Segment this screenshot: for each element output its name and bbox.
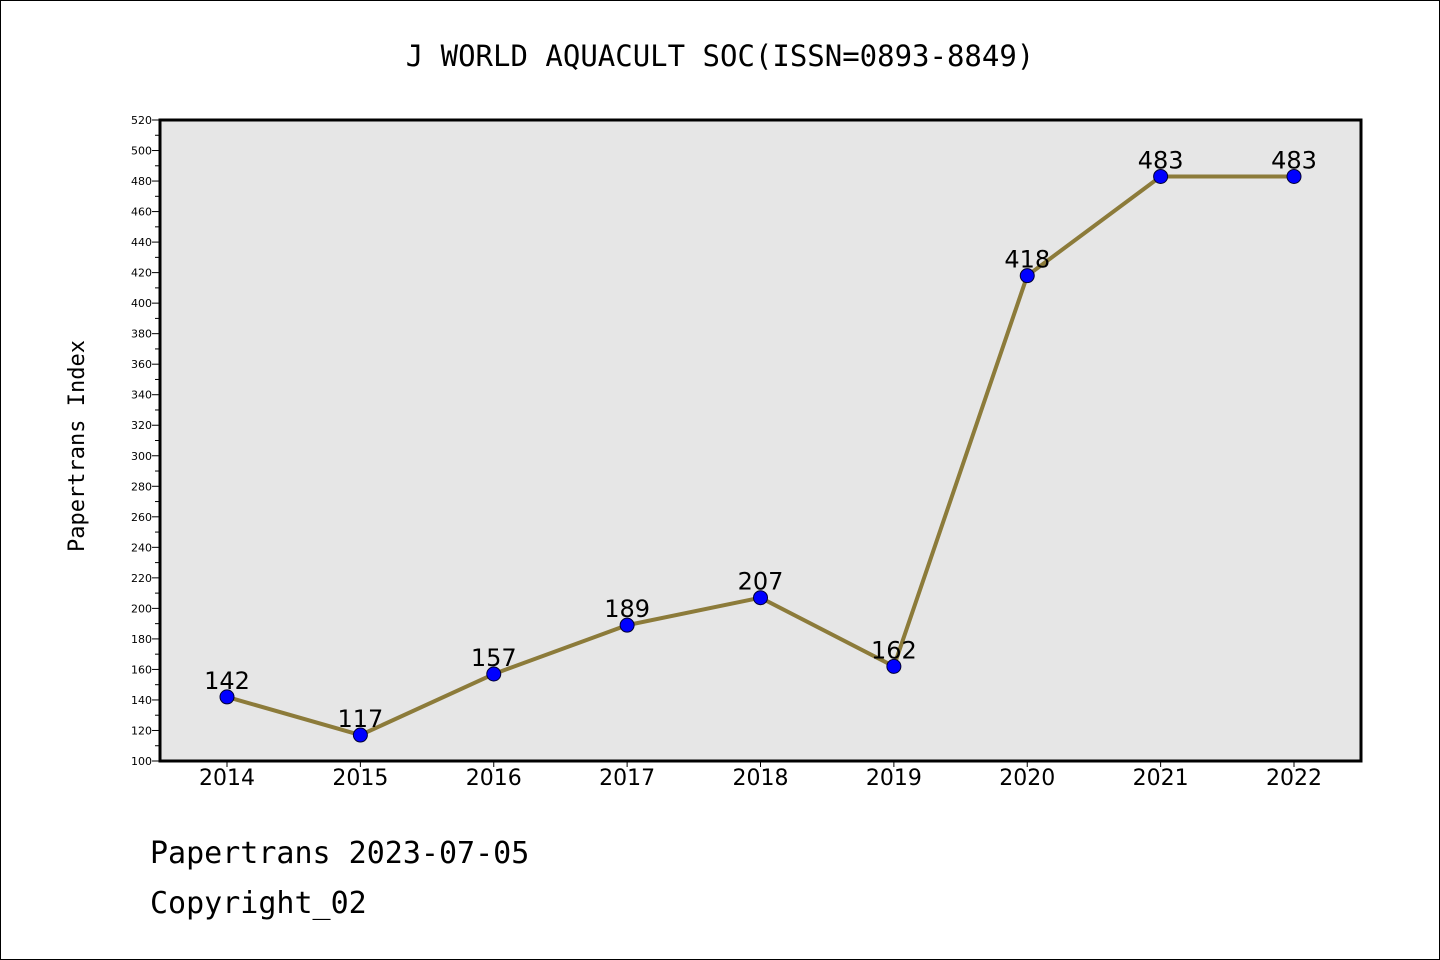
footer-copyright: Copyright_02 (150, 886, 367, 921)
plot-area (158, 118, 1363, 763)
data-point (1019, 268, 1035, 284)
y-tick-label: 180 (131, 633, 152, 646)
y-tick-label: 260 (131, 511, 152, 524)
y-tick-label: 360 (131, 358, 152, 371)
data-label: 162 (871, 636, 917, 664)
x-tick-label: 2015 (332, 766, 388, 791)
data-label: 117 (337, 705, 383, 733)
y-axis: 100 120 140 160 180 200 220 240 260 280 300 320 340 3… (131, 114, 160, 768)
chart-title: J WORLD AQUACULT SOC(ISSN=0893-8849) (406, 39, 1035, 73)
x-tick-label: 2020 (999, 766, 1055, 791)
x-tick-label: 2016 (466, 766, 522, 791)
y-tick-label: 340 (131, 389, 152, 402)
data-label: 483 (1271, 146, 1317, 174)
x-tick-label: 2022 (1266, 766, 1322, 791)
x-tick-label: 2019 (866, 766, 922, 791)
y-tick-label: 300 (131, 450, 152, 463)
x-tick-label: 2021 (1133, 766, 1189, 791)
data-point (486, 666, 502, 682)
y-tick-label: 100 (131, 755, 152, 768)
x-tick-label: 2018 (733, 766, 789, 791)
y-tick-label: 420 (131, 267, 152, 280)
y-tick-label: 520 (131, 114, 152, 127)
y-tick-label: 380 (131, 328, 152, 341)
data-label: 157 (471, 644, 517, 672)
data-point (619, 617, 635, 633)
y-tick-label: 500 (131, 145, 152, 158)
y-tick-label: 120 (131, 724, 152, 737)
data-point (753, 590, 768, 606)
data-label: 142 (204, 667, 250, 695)
y-tick-label: 480 (131, 175, 152, 188)
x-tick-label: 2014 (199, 766, 255, 791)
y-tick-label: 320 (131, 419, 152, 432)
y-tick-label: 220 (131, 572, 152, 585)
data-label: 189 (604, 595, 650, 623)
data-point (352, 727, 368, 743)
data-label: 483 (1138, 146, 1184, 174)
footer-date: Papertrans 2023-07-05 (150, 836, 530, 871)
data-point (886, 658, 902, 674)
y-tick-label: 160 (131, 663, 152, 676)
data-label: 418 (1004, 246, 1050, 274)
data-point (1286, 168, 1302, 184)
y-axis-label: Papertrans Index (65, 340, 90, 552)
data-labels: 142 117 157 189 207 162 418 483 483 (204, 146, 1317, 733)
y-tick-label: 240 (131, 541, 152, 554)
y-tick-label: 140 (131, 694, 152, 707)
y-tick-label: 400 (131, 297, 152, 310)
y-tick-label: 440 (131, 236, 152, 249)
x-tick-label: 2017 (599, 766, 655, 791)
series-group (219, 168, 1302, 743)
data-point (219, 689, 235, 705)
y-tick-label: 460 (131, 206, 152, 219)
data-point (1153, 168, 1169, 184)
data-label: 207 (738, 568, 784, 596)
y-tick-label: 280 (131, 480, 152, 493)
x-axis: 2014 2015 2016 2017 2018 2019 2020 2021 2022 (199, 761, 1322, 791)
y-tick-label: 200 (131, 602, 152, 615)
